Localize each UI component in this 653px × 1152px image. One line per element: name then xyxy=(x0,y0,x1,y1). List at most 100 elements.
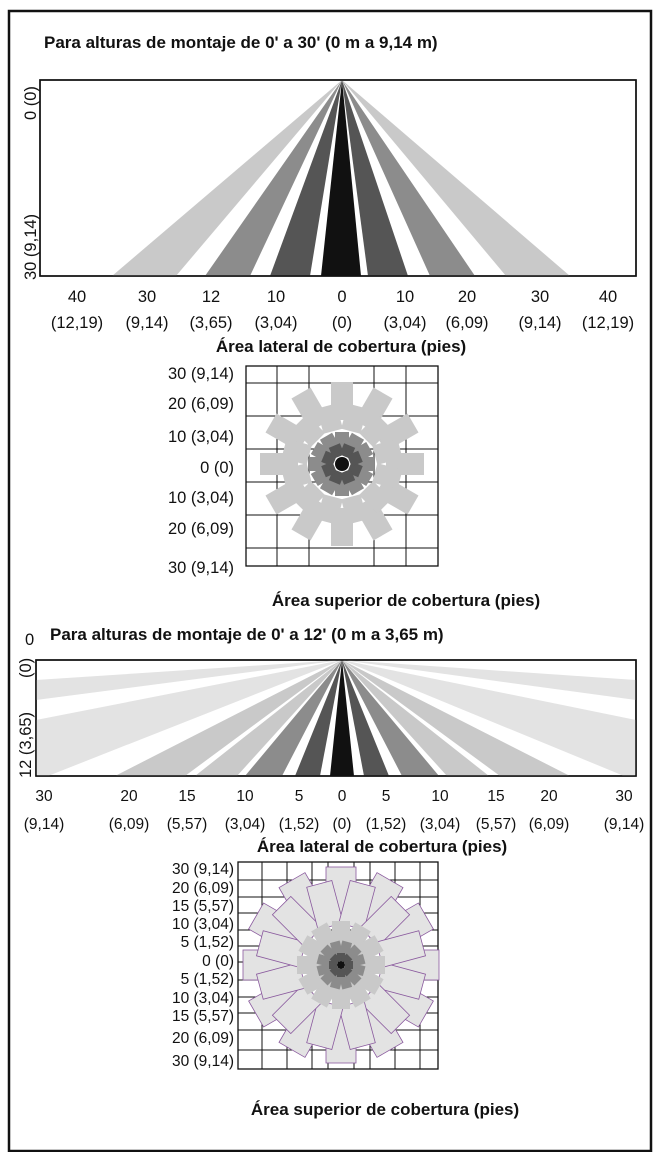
section2-side-x-tick-m: (1,52) xyxy=(279,816,320,833)
section2-side-beam xyxy=(295,660,342,776)
section1-top-petal xyxy=(341,494,368,525)
section2-side-x-tick-m: (1,52) xyxy=(366,816,407,833)
section2-top-petal xyxy=(349,953,366,968)
section1-side-view xyxy=(39,79,637,277)
section2-side-caption: Área lateral de cobertura (pies) xyxy=(257,837,507,856)
section2-top-y-label: 5 (1,52) xyxy=(181,971,234,988)
section2-top-y-labels: 30 (9,14)20 (6,09)15 (5,57)10 (3,04)5 (1… xyxy=(172,861,234,1070)
section2-side-beam xyxy=(245,660,342,776)
section1-top-petal xyxy=(372,438,403,465)
section2-top-petal xyxy=(256,930,307,968)
section2-top-petal xyxy=(306,999,344,1050)
section1-side-beam xyxy=(342,80,408,276)
section1-top-petal xyxy=(372,463,403,490)
section2-top-petal xyxy=(375,962,426,1000)
section2-side-x-tick-m: (6,09) xyxy=(109,816,150,833)
section2-top-petal xyxy=(359,983,411,1035)
section1-side-y-bottom: 30 (9,14) xyxy=(22,214,40,280)
section1-side-beam xyxy=(205,80,342,276)
section1-side-x-tick-m: (12,19) xyxy=(582,314,634,332)
section2-side-x-tick-m: (3,04) xyxy=(225,816,266,833)
section2-side-x-tick-ft: 10 xyxy=(236,788,254,805)
section2-top-y-label: 5 (1,52) xyxy=(181,934,234,951)
section1-side-x-tick-m: (3,04) xyxy=(254,314,297,332)
section2-side-x-tick-m: (9,14) xyxy=(24,816,65,833)
section1-top-y-label: 0 (0) xyxy=(200,459,234,477)
section2-top-petal xyxy=(359,895,411,947)
section2-top-petal xyxy=(338,999,376,1050)
section2-top-petal xyxy=(338,880,376,931)
section2-top-y-label: 20 (6,09) xyxy=(172,1030,234,1047)
section1-side-x-tick-ft: 0 xyxy=(337,288,346,306)
section1-side-beam xyxy=(321,80,361,276)
section2-side-x-tick-m: (5,57) xyxy=(167,816,208,833)
section1-side-x-tick-m: (0) xyxy=(332,314,352,332)
section1-top-y-label: 10 (3,04) xyxy=(168,489,234,507)
section2-side-beam xyxy=(36,660,342,776)
section2-top-petal xyxy=(306,880,344,931)
section2-side-x-tick-ft: 5 xyxy=(295,788,304,805)
section2-side-x-tick-ft: 10 xyxy=(431,788,449,805)
section2-top-y-label: 30 (9,14) xyxy=(172,1053,234,1070)
section2-side-beam xyxy=(342,660,389,776)
section2-title: Para alturas de montaje de 0' a 12' (0 m… xyxy=(50,625,444,644)
section2-side-beam xyxy=(36,660,342,700)
section2-top-petal xyxy=(297,956,321,974)
section2-top-petal xyxy=(256,962,307,1000)
section1-top-petal xyxy=(316,494,343,525)
section1-top-petal xyxy=(281,438,312,465)
section2-top-petal xyxy=(332,985,350,1009)
section2-side-x-tick-m: (0) xyxy=(333,816,352,833)
section2-left-zero: 0 xyxy=(25,631,34,649)
section1-side-x-tick-ft: 30 xyxy=(531,288,549,306)
section2-side-x-ticks: 30 (9,14) 20 (6,09) 15 (5,57) 10 (3,04) 5 (1,52) 0… xyxy=(24,788,645,833)
outer-frame xyxy=(7,9,653,1152)
section1-top-y-label: 20 (6,09) xyxy=(168,395,234,413)
section1-top-petal xyxy=(316,403,343,434)
section1-top-y-label: 30 (9,14) xyxy=(168,559,234,577)
section2-top-y-label: 0 (0) xyxy=(202,953,234,970)
section2-top-petal xyxy=(361,956,385,974)
section1-side-x-tick-ft: 12 xyxy=(202,288,220,306)
section2-side-x-tick-m: (6,09) xyxy=(529,816,570,833)
section2-top-caption: Área superior de cobertura (pies) xyxy=(251,1100,519,1119)
section2-side-beam xyxy=(342,660,636,776)
section2-side-x-tick-m: (3,04) xyxy=(420,816,461,833)
section1-title: Para alturas de montaje de 0' a 30' (0 m… xyxy=(44,33,438,52)
section1-top-petal xyxy=(281,463,312,490)
section1-top-petal xyxy=(358,480,392,514)
section2-top-y-label: 20 (6,09) xyxy=(172,880,234,897)
section2-top-view xyxy=(237,861,440,1070)
section1-side-beam xyxy=(342,80,570,276)
section1-side-beam xyxy=(342,80,475,276)
section1-top-y-labels: 30 (9,14) 20 (6,09) 10 (3,04) 0 (0) 10 (3,04… xyxy=(168,365,234,577)
section2-top-petal xyxy=(332,921,350,945)
section1-top-y-label: 30 (9,14) xyxy=(168,365,234,383)
section1-top-petal xyxy=(321,461,337,478)
section2-side-x-tick-ft: 0 xyxy=(338,788,347,805)
section2-side-x-tick-ft: 15 xyxy=(487,788,504,805)
section2-side-x-tick-ft: 30 xyxy=(615,788,633,805)
section1-top-y-label: 10 (3,04) xyxy=(168,428,234,446)
section2-side-beam xyxy=(342,660,570,776)
section2-side-beam xyxy=(342,660,439,776)
section1-side-y-top: 0 (0) xyxy=(22,86,40,120)
section2-top-petal xyxy=(329,961,337,969)
section2-side-x-tick-ft: 20 xyxy=(120,788,138,805)
section1-side-caption: Área lateral de cobertura (pies) xyxy=(216,337,466,356)
section1-top-petal xyxy=(358,414,392,448)
section1-side-x-tick-m: (3,65) xyxy=(189,314,232,332)
section1-side-x-tick-m: (12,19) xyxy=(51,314,103,332)
section1-side-x-ticks: 40 (12,19) 30 (9,14) 12 (3,65) 10 (3,04) 0 (0) 10 (… xyxy=(51,288,634,332)
section1-top-petal xyxy=(347,450,363,467)
section1-side-x-tick-m: (3,04) xyxy=(383,314,426,332)
section1-side-x-tick-ft: 10 xyxy=(267,288,285,306)
section1-top-petal xyxy=(328,443,345,459)
section2-side-x-tick-ft: 15 xyxy=(178,788,195,805)
section1-side-x-tick-ft: 40 xyxy=(599,288,617,306)
section2-side-beam xyxy=(195,660,342,776)
section2-side-beam xyxy=(342,660,636,700)
section2-side-x-tick-ft: 30 xyxy=(35,788,53,805)
section1-side-x-tick-m: (9,14) xyxy=(518,314,561,332)
